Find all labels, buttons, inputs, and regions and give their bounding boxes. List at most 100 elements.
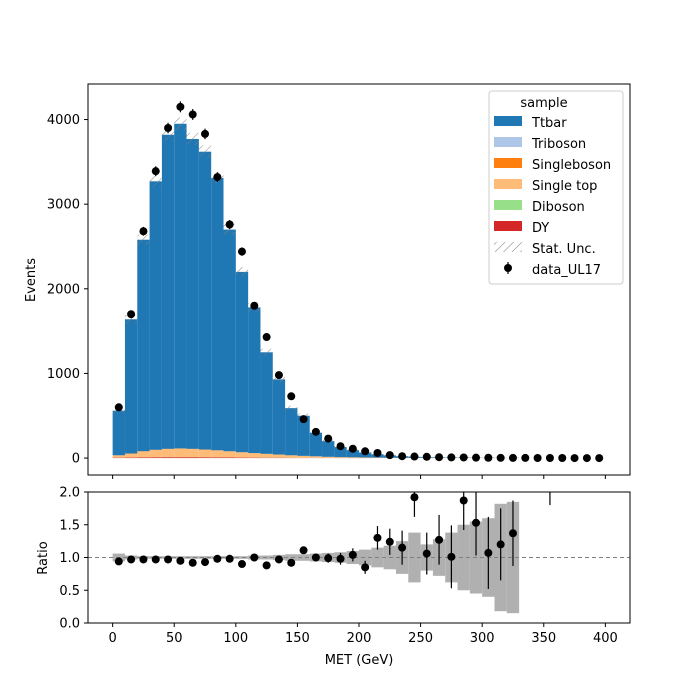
data-point — [201, 129, 210, 138]
legend-box — [488, 90, 624, 285]
data-point — [472, 453, 481, 462]
ratio-x-tick-label: 350 — [531, 631, 556, 646]
data-point — [225, 220, 234, 229]
bar-ttbar — [223, 229, 236, 452]
ratio-y-tick-label: 2.0 — [59, 486, 80, 501]
legend-label-singleboson: Singleboson — [532, 158, 611, 173]
stat-unc-hatch — [198, 145, 212, 158]
ratio-point — [410, 493, 419, 502]
y-tick-label: 4000 — [47, 113, 80, 128]
bar-ttbar — [285, 408, 298, 456]
bar-dy — [211, 457, 224, 459]
ratio-point — [324, 554, 333, 563]
bar-single-top — [211, 450, 224, 458]
bar-single-top — [309, 456, 323, 458]
legend: sample Ttbar Triboson Singleboson Single top… — [488, 90, 624, 285]
legend-label-triboson: Triboson — [531, 137, 586, 152]
data-point — [151, 167, 160, 176]
ratio-point — [373, 533, 382, 542]
bar-dy — [161, 457, 175, 459]
x-axis-label-met: MET (GeV) — [325, 653, 394, 668]
data-point — [164, 124, 173, 133]
bar-dy — [223, 457, 236, 459]
legend-swatch-diboson — [494, 200, 522, 210]
legend-swatch-ttbar — [494, 116, 522, 126]
data-point — [176, 102, 185, 111]
bar-ttbar — [248, 307, 261, 454]
ratio-band-bin — [198, 556, 212, 559]
main-y-ticks: 0 1000 2000 3000 4000 — [47, 113, 88, 467]
ratio-band-bin — [457, 524, 470, 591]
bar-single-top — [149, 449, 162, 458]
ratio-x-tick-label: 200 — [347, 631, 372, 646]
data-point — [274, 371, 283, 380]
stacked-histogram — [112, 123, 520, 459]
data-point — [361, 447, 370, 456]
bar-ttbar — [174, 123, 187, 449]
data-point — [250, 301, 259, 310]
ratio-band-bin — [235, 556, 249, 559]
ratio-band-bin — [186, 556, 199, 559]
ratio-point — [348, 550, 357, 559]
y-axis-label-ratio: Ratio — [36, 541, 51, 574]
legend-label-dy: DY — [532, 221, 549, 236]
ratio-x-tick-label: 0 — [108, 631, 116, 646]
ratio-band-bin — [408, 532, 421, 583]
ratio-y-tick-label: 0.5 — [59, 584, 80, 599]
data-point — [139, 227, 148, 236]
bar-single-top — [346, 457, 359, 458]
bar-ttbar — [161, 134, 175, 449]
ratio-x-tick-label: 250 — [408, 631, 433, 646]
data-point — [484, 453, 493, 462]
ratio-point — [484, 548, 493, 557]
stat-unc-hatch — [285, 405, 298, 411]
data-point — [533, 453, 542, 462]
bar-ttbar — [211, 177, 224, 451]
ratio-points — [114, 492, 551, 589]
ratio-point — [447, 552, 456, 561]
legend-label-single-top: Single top — [532, 179, 597, 194]
bar-ttbar — [346, 450, 359, 458]
data-point — [287, 392, 296, 401]
data-point — [558, 453, 567, 462]
data-point — [595, 454, 604, 463]
bar-single-top — [223, 451, 236, 458]
legend-label-data-ul17: data_UL17 — [532, 263, 601, 278]
ratio-point — [127, 555, 136, 564]
ratio-y-tick-label: 1.5 — [59, 518, 80, 533]
stat-unc-hatch — [272, 376, 286, 383]
ratio-point — [164, 555, 173, 564]
bar-single-top — [186, 449, 199, 458]
bar-ttbar — [112, 410, 125, 456]
data-point — [237, 247, 246, 256]
ratio-point — [213, 554, 222, 563]
stat-unc-hatch — [149, 175, 162, 188]
ratio-point — [225, 554, 234, 563]
data-point — [410, 452, 419, 461]
bar-ttbar — [322, 441, 335, 457]
bar-ttbar — [260, 352, 273, 454]
ratio-band-bin — [297, 554, 310, 561]
ratio-point — [336, 554, 345, 563]
ratio-point — [398, 543, 407, 552]
ratio-y-tick-label: 0.0 — [59, 617, 80, 632]
bar-single-top — [359, 457, 372, 458]
ratio-point — [311, 553, 320, 562]
bar-ttbar — [149, 181, 162, 450]
ratio-point — [422, 549, 431, 558]
data-point — [521, 453, 530, 462]
legend-swatch-triboson — [494, 137, 522, 147]
data-point — [385, 451, 394, 460]
stat-unc-hatch — [186, 132, 199, 146]
data-points — [114, 101, 604, 463]
ratio-point — [385, 537, 394, 546]
legend-swatch-stat-unc — [494, 242, 522, 252]
ratio-point — [472, 518, 481, 527]
bar-single-top — [112, 455, 125, 458]
ratio-point — [508, 529, 517, 538]
stat-unc-hatch — [235, 267, 249, 277]
y-tick-label: 3000 — [47, 198, 80, 213]
data-point — [447, 453, 456, 462]
ratio-point — [201, 558, 210, 567]
ratio-x-tick-label: 300 — [470, 631, 495, 646]
